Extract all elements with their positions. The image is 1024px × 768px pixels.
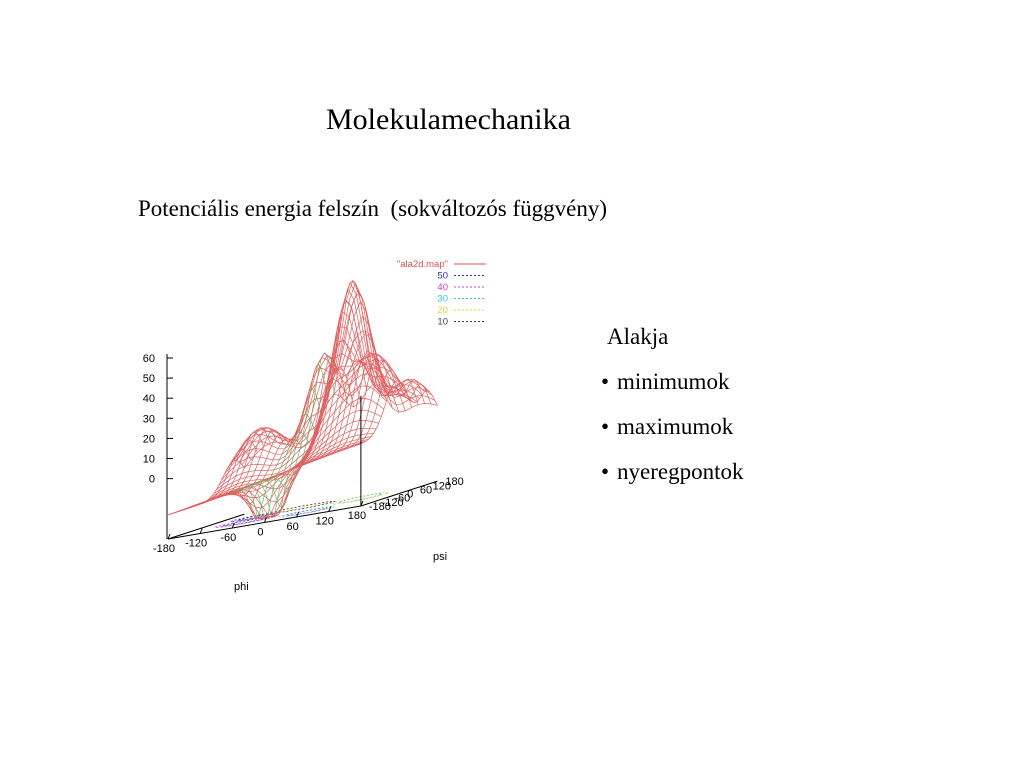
energy-surface-mesh <box>167 279 438 520</box>
y-axis-label: psi <box>433 551 447 563</box>
x-tick <box>263 517 267 523</box>
bullet-icon: • <box>601 459 610 484</box>
features-list: • minimumok • maximumok • nyeregpontok <box>601 369 743 504</box>
y-tick-label: 180 <box>445 476 463 488</box>
list-item: • nyeregpontok <box>601 459 743 504</box>
z-tick-label: 0 <box>149 474 155 486</box>
y-tick-label: 120 <box>433 480 451 492</box>
z-tick-label: 60 <box>143 353 155 365</box>
axis-line <box>360 480 438 507</box>
surface-mesh-line <box>167 460 245 516</box>
contour-line <box>337 493 384 504</box>
surface-mesh-line <box>193 385 387 519</box>
surface-mesh-line <box>354 369 432 447</box>
contour-line <box>236 514 269 521</box>
z-tick-label: 50 <box>143 373 155 385</box>
potential-energy-surface-plot: "ala2d.map" 50 40 30 20 10 60 50 40 30 20 10 0 -180-… <box>130 250 510 615</box>
x-tick-label: -180 <box>153 543 175 555</box>
legend-label: 30 <box>437 294 448 305</box>
z-tick-label: 40 <box>143 393 155 405</box>
axis-line <box>167 513 245 540</box>
item-minimumok: minimumok <box>617 369 730 394</box>
x-tick-label: -120 <box>185 538 207 550</box>
x-tick <box>167 533 171 540</box>
z-tick-label: 30 <box>143 413 155 425</box>
item-maximumok: maximumok <box>617 414 734 439</box>
contour-line <box>330 491 390 505</box>
x-tick <box>360 500 364 507</box>
slide-title: Molekulamechanika <box>326 103 571 136</box>
x-tick-label: -60 <box>220 532 236 544</box>
surface-mesh-line <box>233 315 428 461</box>
contour-line <box>278 506 335 518</box>
surface-mesh-line <box>360 380 438 445</box>
contour-line <box>285 507 328 517</box>
x-tick-label: 120 <box>316 516 334 528</box>
features-panel: Alakja • minimumok • maximumok • nyeregpont… <box>601 324 743 504</box>
x-tick-label: 60 <box>286 521 298 533</box>
slide-subtitle: Potenciális energia felszín (sokváltozós… <box>138 196 608 221</box>
surface-mesh-line <box>270 368 348 478</box>
features-heading: Alakja <box>607 324 669 349</box>
item-nyeregpontok: nyeregpontok <box>617 459 744 484</box>
y-tick-label: -60 <box>394 493 410 505</box>
legend-label: 10 <box>437 317 448 328</box>
contour-line <box>273 502 330 513</box>
y-tick-label: -180 <box>369 501 391 513</box>
surface-mesh-line <box>239 350 433 463</box>
surface-mesh-line <box>174 449 252 513</box>
x-tick <box>296 511 300 518</box>
legend-label: 40 <box>437 282 448 293</box>
legend-label: 20 <box>437 305 448 316</box>
surface-mesh-line <box>335 352 413 454</box>
legend-label: 50 <box>437 271 448 282</box>
contour-line <box>220 517 270 527</box>
list-item: • maximumok <box>601 414 743 459</box>
x-tick <box>199 528 203 534</box>
x-tick <box>231 522 235 529</box>
bullet-icon: • <box>601 369 610 394</box>
surface-mesh-line <box>241 367 436 465</box>
y-tick-label: 0 <box>407 489 413 501</box>
legend-label: "ala2d.map" <box>397 259 448 270</box>
x-tick <box>328 506 332 512</box>
y-tick-label: 60 <box>420 484 432 496</box>
x-axis-label: phi <box>234 581 249 593</box>
surface-mesh-line <box>341 353 419 451</box>
surface-mesh-line <box>244 383 438 469</box>
list-item: • minimumok <box>601 369 743 414</box>
x-tick-label: 0 <box>257 527 263 539</box>
y-tick-label: -120 <box>382 497 404 509</box>
contour-line <box>229 512 275 523</box>
surface-mesh-line <box>283 340 361 473</box>
bullet-icon: • <box>601 414 610 439</box>
z-tick-label: 20 <box>143 433 155 445</box>
z-tick-label: 10 <box>143 454 155 466</box>
x-tick-label: 180 <box>348 510 366 522</box>
